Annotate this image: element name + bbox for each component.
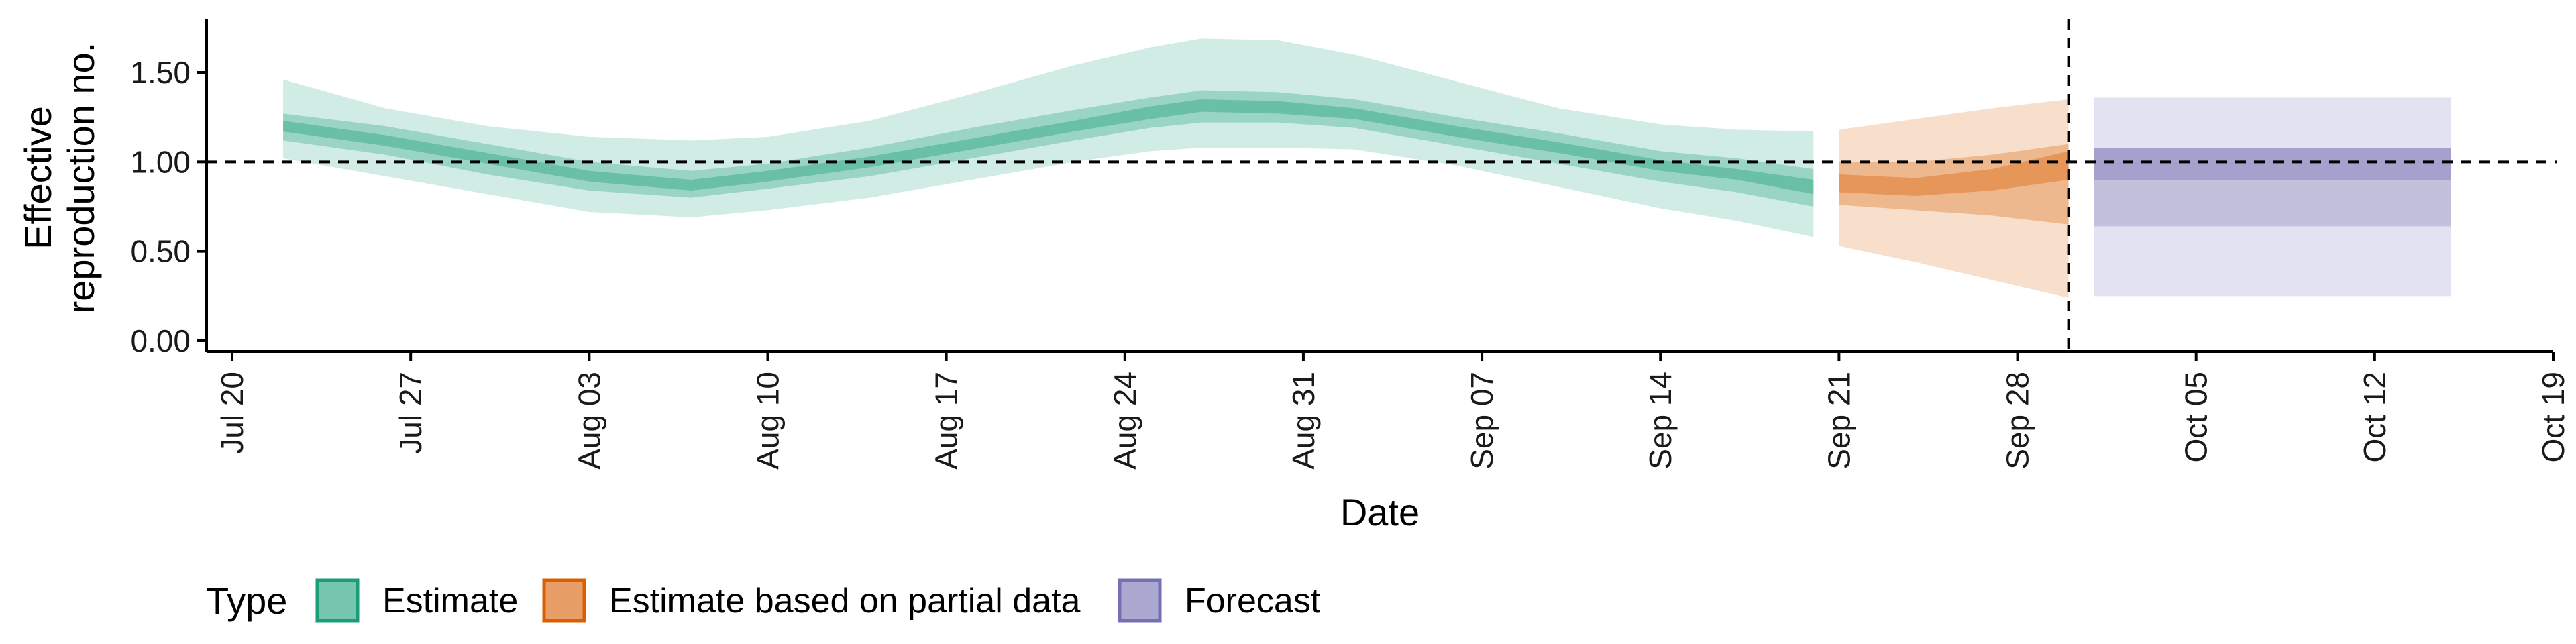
band-50-estimate-based-on-partial-data — [1839, 144, 2069, 225]
band-90-estimate-based-on-partial-data — [1839, 99, 2069, 298]
series-estimate — [283, 38, 1814, 237]
band-50-estimate — [283, 90, 1814, 207]
legend-label: Estimate based on partial data — [609, 582, 1081, 621]
axes-layer — [205, 19, 2553, 353]
x-axis-title: Date — [1340, 491, 1419, 533]
bands-layer — [283, 38, 2451, 298]
legend-key — [1118, 578, 1162, 623]
x-tick-label: Oct 19 — [2536, 372, 2571, 463]
y-axis-title-line-1: Effective — [17, 106, 59, 250]
x-tick-label: Oct 05 — [2179, 372, 2214, 463]
y-axis-title-line-2: reproduction no. — [60, 42, 102, 314]
band-90-estimate — [283, 38, 1814, 237]
series-forecast — [2094, 97, 2451, 297]
band-50-forecast — [2094, 148, 2451, 227]
legend: Type Estimate Estimate based on partial d… — [206, 578, 1321, 623]
x-tick-label: Sep 21 — [1821, 372, 1856, 470]
y-ticks: 0.00 0.50 1.00 1.50 — [130, 55, 207, 358]
reference-lines — [207, 19, 2557, 352]
legend-title: Type — [206, 580, 287, 622]
y-tick-label: 0.50 — [130, 234, 191, 269]
legend-item: Estimate — [315, 578, 518, 623]
x-tick-label: Jul 20 — [215, 372, 250, 454]
y-axis-title: Effective reproduction no. — [17, 42, 102, 314]
x-tick-label: Aug 31 — [1286, 372, 1321, 470]
legend-label: Estimate — [382, 582, 518, 621]
x-tick-label: Sep 07 — [1464, 372, 1499, 470]
legend-key — [315, 578, 360, 623]
legend-key — [542, 578, 586, 623]
legend-label: Forecast — [1185, 582, 1321, 621]
x-tick-label: Sep 14 — [1643, 372, 1678, 470]
x-tick-label: Sep 28 — [2000, 372, 2035, 470]
band-90-forecast — [2094, 97, 2451, 297]
x-tick-label: Aug 17 — [929, 372, 964, 470]
band-20-forecast — [2094, 148, 2451, 180]
x-tick-label: Aug 03 — [572, 372, 606, 470]
y-tick-label: 0.00 — [130, 323, 191, 358]
x-tick-label: Oct 12 — [2357, 372, 2392, 463]
legend-item: Forecast — [1118, 578, 1321, 623]
legend-item: Estimate based on partial data — [542, 578, 1081, 623]
x-tick-label: Jul 27 — [393, 372, 428, 454]
y-tick-label: 1.50 — [130, 55, 191, 90]
x-tick-label: Aug 10 — [750, 372, 785, 470]
band-20-estimate-based-on-partial-data — [1839, 151, 2069, 196]
band-20-estimate — [283, 99, 1814, 195]
x-tick-label: Aug 24 — [1108, 372, 1142, 470]
y-tick-label: 1.00 — [130, 144, 191, 179]
x-ticks: Jul 20 Jul 27 Aug 03 Aug 10 Aug 17 Aug 24 Aug … — [215, 352, 2571, 470]
series-estimate-based-on-partial-data — [1839, 99, 2069, 298]
